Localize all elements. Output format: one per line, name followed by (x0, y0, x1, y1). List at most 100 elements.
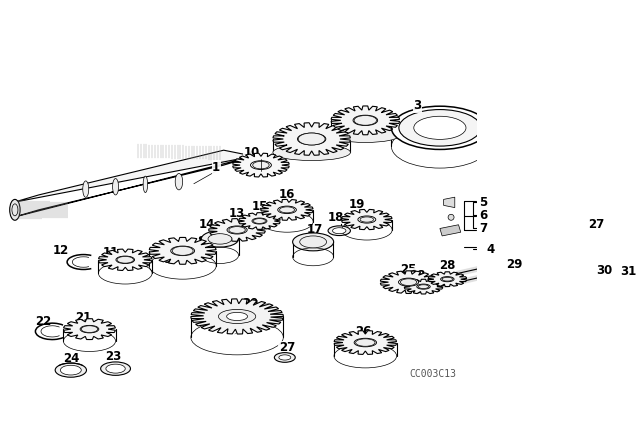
Text: 20: 20 (242, 297, 258, 310)
Polygon shape (209, 219, 266, 241)
Ellipse shape (328, 226, 351, 236)
Ellipse shape (83, 181, 89, 197)
Text: 14: 14 (199, 218, 216, 231)
Text: 28: 28 (410, 269, 426, 282)
Ellipse shape (354, 338, 376, 347)
Polygon shape (99, 249, 152, 271)
Text: 21: 21 (76, 311, 92, 324)
Text: 19: 19 (348, 198, 365, 211)
Ellipse shape (175, 173, 182, 190)
Ellipse shape (171, 246, 195, 256)
Ellipse shape (116, 256, 134, 263)
Ellipse shape (353, 115, 378, 125)
Ellipse shape (100, 362, 131, 375)
Text: 7: 7 (479, 222, 487, 235)
Polygon shape (261, 199, 313, 220)
Ellipse shape (218, 310, 256, 323)
Text: 25: 25 (399, 263, 416, 276)
Ellipse shape (298, 133, 325, 145)
Ellipse shape (253, 219, 266, 224)
Text: 5: 5 (479, 196, 487, 209)
Ellipse shape (10, 199, 20, 220)
Ellipse shape (292, 233, 333, 251)
Text: 22: 22 (35, 315, 51, 328)
Ellipse shape (248, 152, 257, 168)
Text: 12: 12 (53, 244, 69, 257)
Polygon shape (149, 237, 216, 264)
Polygon shape (13, 150, 253, 217)
Text: 2: 2 (372, 112, 381, 125)
Text: CC003C13: CC003C13 (409, 369, 456, 379)
Polygon shape (273, 123, 350, 155)
Text: 6: 6 (479, 209, 487, 222)
Ellipse shape (172, 246, 193, 255)
Text: 23: 23 (105, 350, 122, 363)
Polygon shape (583, 232, 610, 243)
Ellipse shape (358, 216, 376, 223)
Polygon shape (440, 225, 461, 236)
Text: 11: 11 (102, 246, 118, 259)
Polygon shape (334, 331, 397, 354)
Ellipse shape (356, 339, 375, 346)
Text: 13: 13 (229, 207, 245, 220)
Ellipse shape (55, 363, 86, 377)
Ellipse shape (593, 236, 600, 239)
Text: 24: 24 (63, 353, 79, 366)
Ellipse shape (220, 310, 254, 323)
Ellipse shape (440, 276, 454, 282)
Ellipse shape (601, 281, 607, 283)
Ellipse shape (60, 365, 81, 375)
Text: 30: 30 (596, 264, 612, 277)
Polygon shape (380, 271, 436, 293)
Polygon shape (428, 272, 467, 287)
Text: 3: 3 (413, 99, 422, 112)
Ellipse shape (113, 179, 118, 195)
Ellipse shape (252, 218, 267, 224)
Ellipse shape (414, 116, 466, 139)
Polygon shape (239, 213, 280, 229)
Text: 10: 10 (244, 146, 260, 159)
Text: 26: 26 (355, 325, 371, 338)
Polygon shape (331, 106, 399, 135)
Text: 15: 15 (252, 200, 268, 213)
Text: 28: 28 (439, 259, 456, 272)
Polygon shape (444, 197, 455, 207)
Text: 27: 27 (279, 341, 295, 354)
Ellipse shape (117, 256, 134, 263)
Ellipse shape (419, 285, 429, 289)
Text: 8: 8 (197, 235, 205, 248)
Ellipse shape (279, 355, 291, 360)
Text: 29: 29 (506, 258, 523, 271)
Polygon shape (191, 299, 284, 334)
Ellipse shape (360, 217, 374, 222)
Text: 31: 31 (620, 265, 637, 278)
Text: 4: 4 (486, 243, 495, 256)
Circle shape (448, 214, 454, 220)
Polygon shape (342, 209, 392, 230)
Ellipse shape (298, 133, 326, 145)
Polygon shape (233, 153, 289, 177)
Ellipse shape (401, 279, 417, 285)
Ellipse shape (81, 326, 98, 332)
Text: 16: 16 (279, 189, 295, 202)
Ellipse shape (227, 312, 248, 321)
Ellipse shape (442, 277, 452, 281)
Ellipse shape (300, 236, 326, 248)
Ellipse shape (80, 325, 99, 333)
Circle shape (625, 279, 632, 287)
Ellipse shape (280, 207, 294, 213)
Ellipse shape (12, 204, 18, 216)
Ellipse shape (333, 228, 346, 234)
Ellipse shape (143, 176, 148, 193)
Ellipse shape (227, 226, 247, 234)
Polygon shape (63, 319, 115, 340)
Polygon shape (404, 279, 443, 294)
Ellipse shape (553, 247, 562, 263)
Polygon shape (592, 277, 616, 287)
Ellipse shape (202, 231, 239, 247)
Ellipse shape (592, 236, 601, 239)
Ellipse shape (417, 284, 430, 289)
Ellipse shape (354, 116, 376, 125)
Ellipse shape (275, 353, 295, 362)
Ellipse shape (399, 110, 481, 146)
